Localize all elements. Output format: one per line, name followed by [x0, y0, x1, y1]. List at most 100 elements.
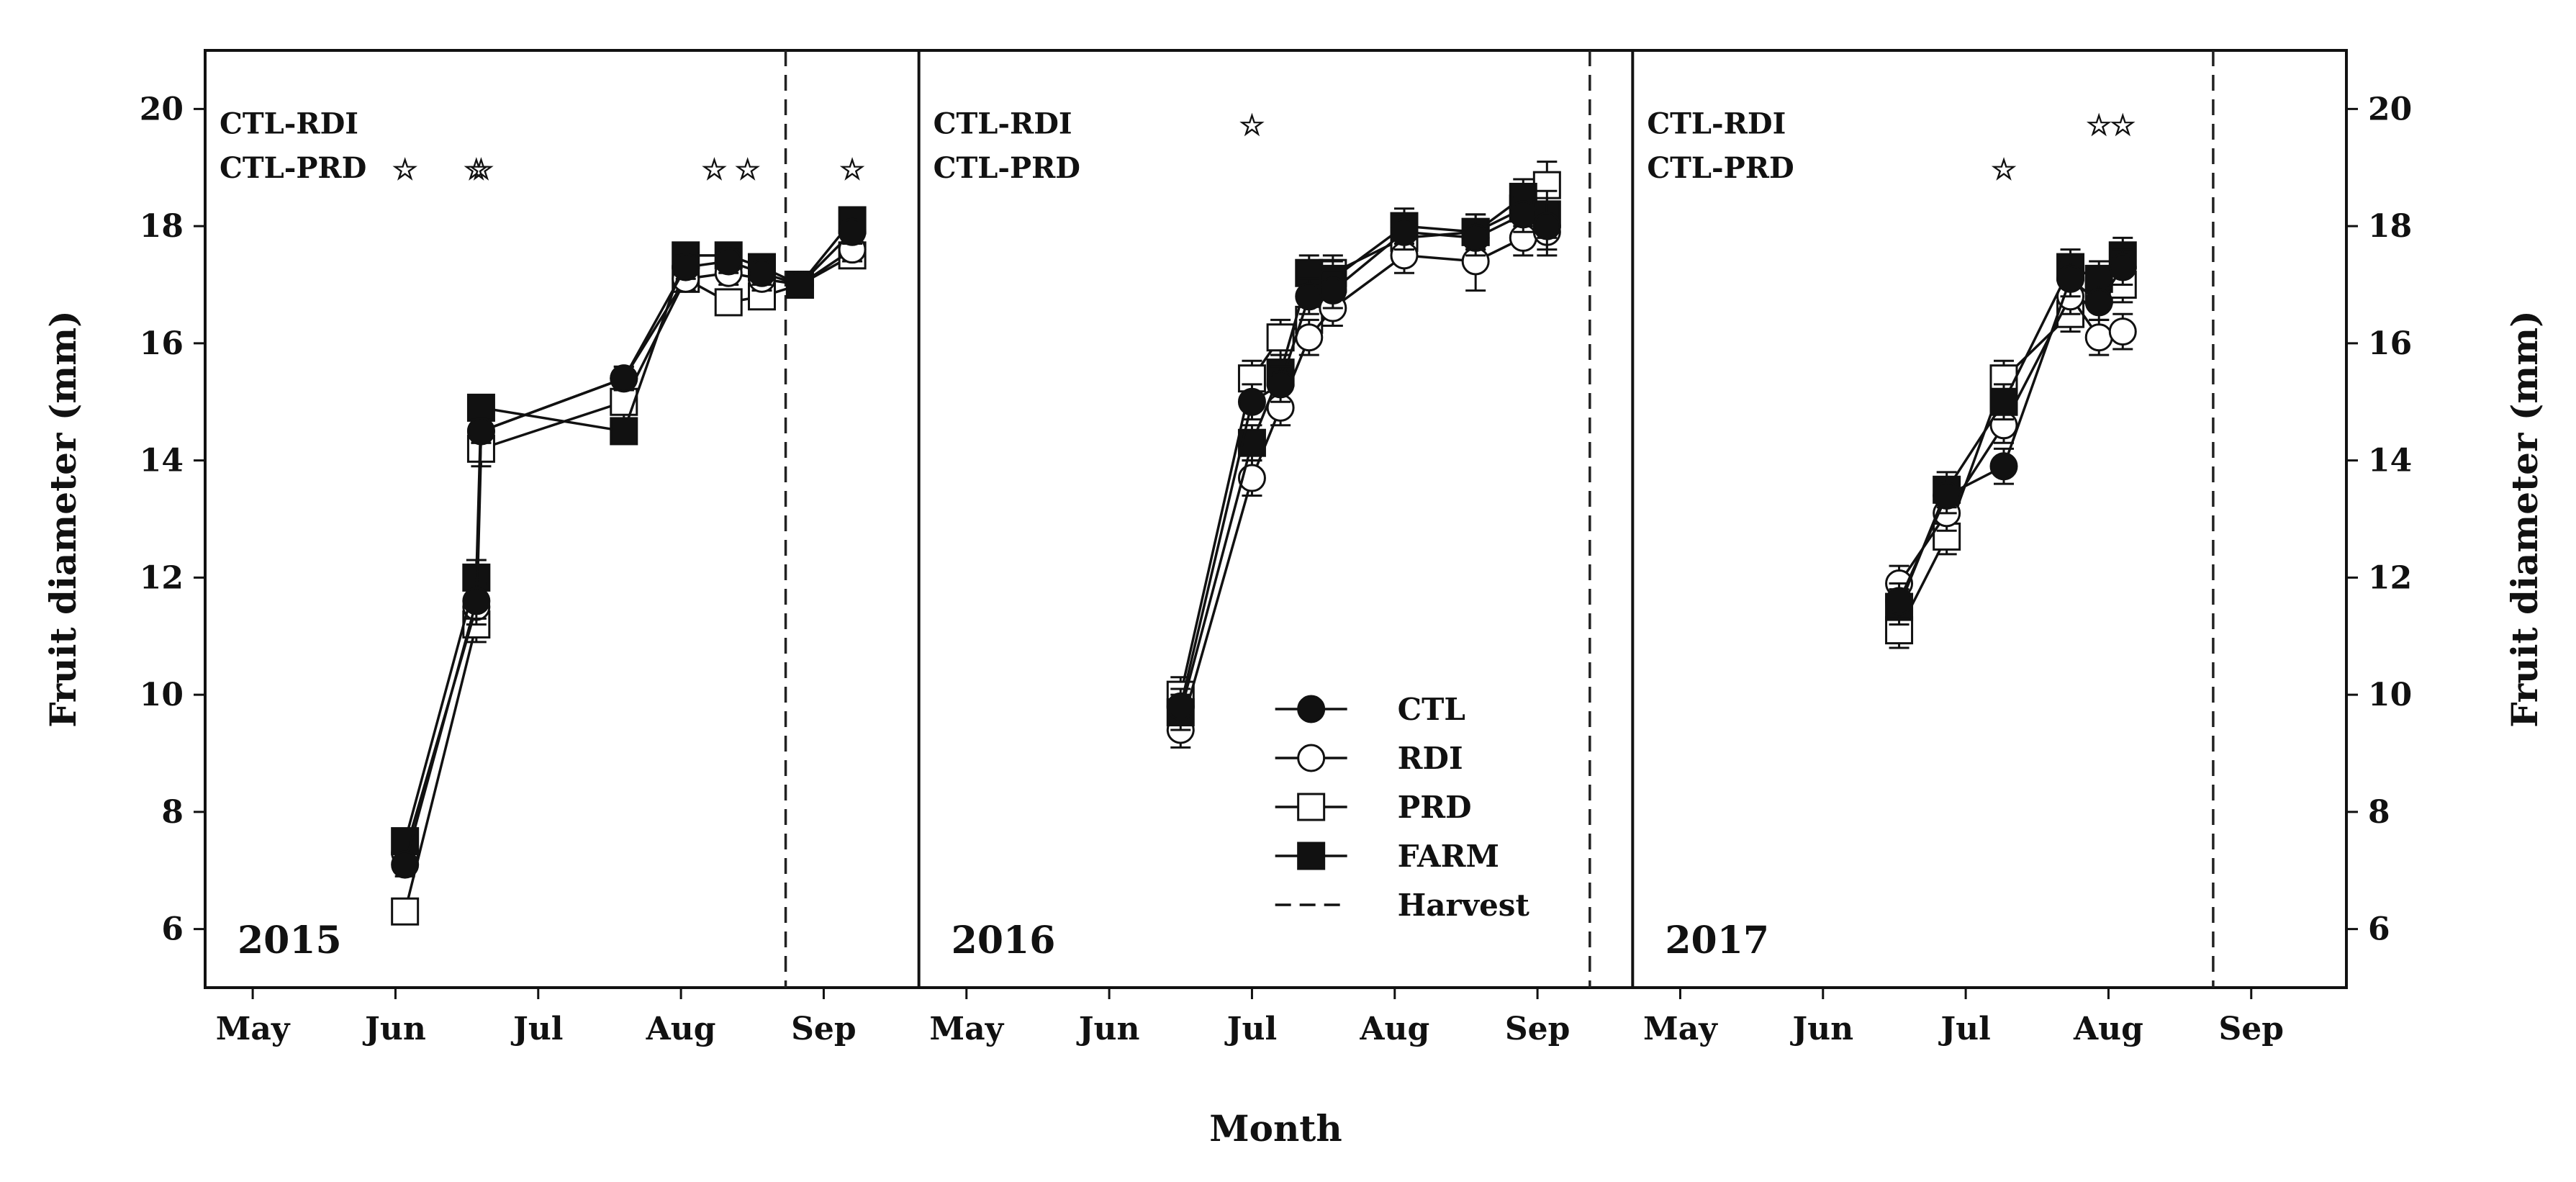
point-ctl: [466, 417, 495, 446]
point-ctl: [838, 217, 867, 246]
x-tick-label: May: [1643, 1011, 1718, 1047]
x-tick-label: Sep: [791, 1011, 857, 1047]
comparison-label: CTL-RDI: [934, 107, 1072, 141]
series-line-ctl: [1179, 212, 1548, 707]
point-farm: [610, 417, 638, 446]
y-tick-label-left: 16: [140, 325, 184, 362]
significance-star: ☆: [2110, 109, 2136, 143]
point-ctl: [1885, 587, 1914, 615]
panel-2016: May Jun Jul Aug Sep 2016 CTL-RDI CTL-PRD ☆ CTL RDI…: [917, 50, 1591, 1047]
y-axis-title-right: Fruit diameter (mm): [2503, 310, 2546, 728]
plot-frame: [204, 49, 2348, 989]
series-prd: [1166, 161, 1561, 714]
point-ctl: [1532, 212, 1561, 240]
significance-star: ☆: [392, 153, 418, 186]
point-ctl: [1989, 452, 2018, 481]
point-farm: [1989, 387, 2018, 416]
y-tick-label-left: 10: [140, 677, 184, 713]
point-ctl: [2084, 288, 2113, 317]
x-tick-label: Jul: [510, 1011, 564, 1047]
x-axis-title: Month: [1209, 1107, 1342, 1150]
x-tick-label: Jun: [1076, 1011, 1140, 1047]
y-tick-label-right: 18: [2368, 208, 2412, 245]
comparison-label: CTL-RDI: [1647, 107, 1786, 141]
y-tick-label-left: 12: [140, 559, 184, 596]
y-tick-label-right: 14: [2368, 443, 2412, 479]
y-tick-label-left: 8: [161, 794, 184, 831]
comparison-label: CTL-PRD: [934, 151, 1080, 185]
series-line-rdi: [1179, 230, 1547, 731]
point-rdi: [1297, 744, 1326, 772]
series-rdi: [1166, 207, 1561, 749]
year-label: 2015: [238, 919, 342, 962]
y-tick-label-left: 6: [161, 911, 184, 948]
significance-star: ☆: [735, 153, 761, 186]
point-ctl: [610, 364, 638, 393]
point-farm: [466, 393, 495, 422]
significance-star: ☆: [701, 153, 727, 186]
point-ctl: [2108, 253, 2137, 281]
series-ctl: [1166, 195, 1561, 726]
point-rdi: [2108, 317, 2137, 346]
legend-label-farm: FARM: [1398, 839, 1499, 874]
point-ctl: [1390, 217, 1419, 246]
x-tick-label: Jun: [362, 1011, 426, 1047]
series-farm: [391, 206, 867, 856]
point-ctl: [1461, 223, 1490, 252]
series-ctl: [391, 217, 867, 879]
legend: CTL RDI PRD FARM Harvest: [1275, 692, 1530, 923]
series-farm: [1166, 178, 1561, 731]
point-prd: [391, 897, 420, 926]
point-prd: [714, 288, 743, 317]
significance-star: ☆: [1991, 153, 2017, 186]
point-ctl: [1297, 695, 1326, 723]
x-tick-label: Aug: [646, 1011, 716, 1047]
series-rdi: [391, 235, 867, 867]
point-ctl: [1166, 692, 1195, 721]
y-axis-title-left: Fruit diameter (mm): [42, 310, 84, 728]
legend-label-prd: PRD: [1398, 790, 1472, 825]
point-prd: [1297, 793, 1326, 821]
point-rdi: [2084, 323, 2113, 352]
point-prd: [610, 387, 638, 416]
y-tick-label-right: 8: [2368, 794, 2390, 831]
comparison-label: CTL-PRD: [1647, 151, 1794, 185]
y-tick-label-right: 12: [2368, 559, 2412, 596]
point-prd: [1266, 323, 1295, 352]
point-ctl: [391, 850, 420, 879]
y-tick-label-right: 20: [2368, 91, 2412, 127]
series-line-prd: [1179, 184, 1548, 695]
point-ctl: [785, 271, 814, 299]
year-label: 2017: [1665, 919, 1769, 962]
point-ctl: [748, 258, 776, 287]
significance-star: ☆: [469, 153, 494, 186]
x-tick-label: Sep: [2219, 1011, 2284, 1047]
significance-star: ☆: [1239, 109, 1265, 143]
y-tick-label-right: 6: [2368, 911, 2390, 948]
point-ctl: [1237, 387, 1266, 416]
comparison-label: CTL-RDI: [220, 107, 358, 141]
point-ctl: [462, 587, 491, 615]
point-ctl: [2056, 264, 2085, 293]
significance-star: ☆: [839, 153, 865, 186]
point-ctl: [1266, 370, 1295, 399]
x-tick-label: May: [929, 1011, 1004, 1047]
point-ctl: [1509, 200, 1537, 229]
x-tick-label: Aug: [1359, 1011, 1429, 1047]
x-tick-label: May: [216, 1011, 291, 1047]
x-tick-label: Jul: [1938, 1011, 1991, 1047]
point-farm: [1297, 842, 1326, 870]
y-tick-label-left: 14: [140, 443, 184, 479]
legend-label-rdi: RDI: [1398, 741, 1463, 776]
x-tick-label: Jun: [1789, 1011, 1853, 1047]
point-ctl: [714, 247, 743, 276]
point-ctl: [1319, 276, 1347, 305]
legend-label-harvest: Harvest: [1398, 888, 1530, 923]
significance-star: ☆: [2086, 109, 2112, 143]
y-tick-label-right: 16: [2368, 325, 2412, 362]
x-tick-label: Jul: [1224, 1011, 1278, 1047]
series-ctl: [1885, 248, 2137, 620]
